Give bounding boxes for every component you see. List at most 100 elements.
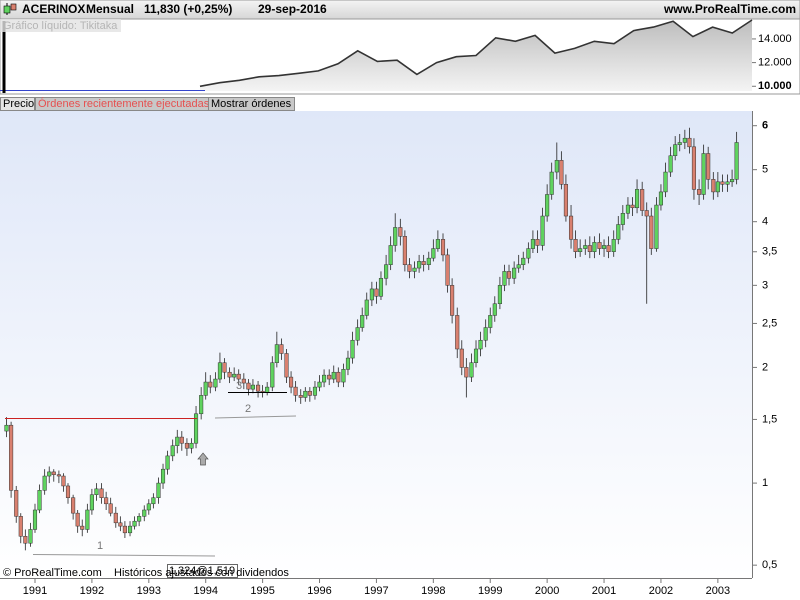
x-tick-label: 1999: [478, 585, 502, 597]
candle-body: [94, 488, 99, 495]
candle-body: [127, 525, 133, 534]
candle-body: [250, 384, 255, 390]
candle-body: [9, 424, 14, 491]
y-tick-label: 1: [762, 477, 768, 489]
candle-body: [445, 254, 450, 286]
symbol: ACERINOX: [22, 2, 85, 16]
candle-body: [440, 239, 446, 256]
site[interactable]: www.ProRealTime.com: [663, 2, 796, 16]
plot-area: [0, 111, 752, 578]
price-chart: 0,5 1 1,5 2 2,5 3 3,5 4 5 6 1991 1992 1993 1994 1995 19…: [4, 120, 777, 597]
tab[interactable]: [208, 97, 295, 111]
candle-body: [616, 224, 621, 240]
candle-body: [293, 386, 298, 396]
candle-body: [203, 381, 208, 396]
candle-body: [483, 327, 488, 341]
logo: [10, 3, 17, 11]
x-tick-label: 1998: [421, 585, 445, 597]
logo: [3, 5, 11, 14]
y-tick-label: 4: [762, 216, 768, 228]
overview-title-box: [0, 19, 121, 32]
tab-label[interactable]: Mostrar órdenes: [211, 98, 292, 110]
candle-body: [606, 245, 611, 252]
candle-body: [322, 374, 327, 383]
y-tick-label: 0,5: [762, 559, 777, 571]
candle-body: [587, 245, 592, 252]
candle-body: [706, 153, 711, 180]
candle-body: [545, 194, 550, 217]
candle-body: [18, 516, 23, 537]
tab-label[interactable]: Precio: [3, 98, 34, 110]
x-tick-label: 1996: [307, 585, 331, 597]
candle-body: [450, 285, 455, 316]
candle-body: [336, 371, 341, 383]
x-tick-label: 1993: [137, 585, 161, 597]
x-tick-label: 1992: [80, 585, 104, 597]
candle-body: [341, 369, 346, 383]
candle-body: [554, 160, 559, 173]
candle-body: [189, 442, 194, 449]
candle-body: [65, 485, 71, 498]
candle-body: [464, 367, 469, 378]
footer-note: Históricos ajustados con dividendos: [114, 567, 289, 579]
y-tick-label: 6: [762, 120, 768, 132]
candle-body: [563, 184, 568, 217]
candle-body: [364, 299, 369, 316]
wave-label: 3: [236, 380, 242, 392]
candle-body: [663, 171, 668, 193]
candle-body: [530, 239, 535, 249]
candle-body: [108, 503, 113, 514]
candle-body: [51, 471, 56, 475]
candle-body: [56, 474, 61, 477]
date: 29-sep-2016: [258, 2, 327, 16]
overview-line: [199, 19, 753, 88]
candle-body: [89, 494, 94, 511]
period: Mensual: [86, 2, 134, 16]
candle-body: [701, 153, 706, 195]
candle-body: [687, 137, 692, 148]
price-box-label: 1,324@1,519: [169, 565, 235, 577]
candle-body: [208, 381, 213, 388]
candle-body: [104, 497, 109, 505]
x-tick-label: 2003: [706, 585, 730, 597]
candle-body: [75, 512, 80, 527]
candle-body: [170, 445, 175, 457]
candle-body: [227, 371, 232, 378]
x-tick-label: 1994: [193, 585, 217, 597]
trend-line: [214, 415, 297, 419]
candle-body: [497, 285, 502, 305]
candle-body: [199, 395, 204, 415]
candle-body: [113, 512, 118, 524]
candle-body: [568, 215, 574, 240]
candle-body: [28, 529, 33, 544]
candle-body: [625, 204, 630, 214]
candle-body: [47, 471, 52, 477]
candle-body: [137, 516, 142, 522]
candle-body: [388, 245, 393, 265]
candle-body: [393, 227, 398, 246]
candle-body: [256, 384, 261, 392]
candle-body: [303, 390, 308, 398]
candle-body: [165, 455, 170, 470]
tab-label[interactable]: Órdenes recientemente ejecutadas: [38, 97, 210, 110]
candle-body: [402, 236, 407, 265]
candle-body: [535, 239, 540, 246]
candle-body: [99, 488, 104, 498]
candle-body: [384, 264, 389, 279]
candle-body: [426, 257, 431, 265]
candle-body: [14, 490, 19, 517]
candle-body: [160, 468, 166, 484]
candle-body: [146, 503, 151, 511]
trend-line: [32, 554, 216, 557]
candle-body: [658, 191, 664, 206]
candle-body: [4, 424, 9, 432]
tab[interactable]: [0, 97, 35, 111]
candle-body: [222, 362, 227, 373]
candle-body: [118, 522, 123, 527]
last-price: 11,830 (+0,25%): [144, 2, 232, 16]
candle-body: [611, 239, 616, 252]
y-tick-label: 3: [762, 279, 768, 291]
candle-body: [697, 189, 702, 195]
candle-body: [559, 160, 564, 185]
candle-body: [601, 245, 607, 249]
